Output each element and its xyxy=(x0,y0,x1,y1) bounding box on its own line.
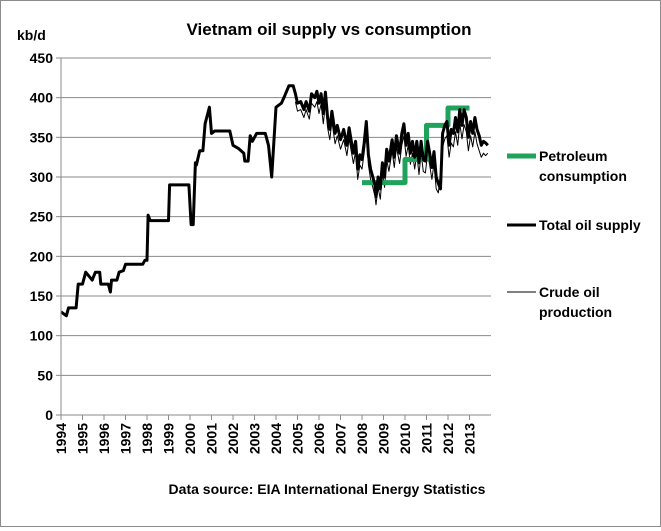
legend-label-1: Total oil supply xyxy=(539,217,641,233)
y-axis-label: kb/d xyxy=(17,27,46,43)
x-tick-label: 1996 xyxy=(96,423,112,454)
x-tick-label: 2008 xyxy=(354,423,370,454)
y-tick-label: 300 xyxy=(30,169,54,185)
y-tick-label: 200 xyxy=(30,248,54,264)
y-tick-label: 100 xyxy=(30,328,54,344)
legend-label-0: Petroleum xyxy=(539,148,607,164)
y-tick-labels: 0 50 100 150 200 250 300 350 400 450 xyxy=(30,50,54,423)
legend: Petroleum consumption Total oil supply Crud… xyxy=(507,148,641,320)
x-tick-label: 2013 xyxy=(462,423,478,454)
axes xyxy=(56,57,491,420)
series-layer xyxy=(60,84,489,318)
legend-label-2: Crude oil xyxy=(539,284,600,300)
x-tick-label: 1994 xyxy=(53,423,69,454)
x-tick-label: 1999 xyxy=(161,423,177,454)
x-tick-label: 1995 xyxy=(75,423,91,454)
x-tick-label: 2009 xyxy=(376,423,392,454)
y-tick-label: 450 xyxy=(30,50,54,66)
x-tick-label: 2006 xyxy=(311,423,327,454)
x-tick-label: 2007 xyxy=(333,423,349,454)
x-tick-label: 1998 xyxy=(139,423,155,454)
x-tick-label: 2005 xyxy=(290,423,306,454)
y-tick-label: 350 xyxy=(30,129,54,145)
y-tick-label: 150 xyxy=(30,288,54,304)
chart-title: Vietnam oil supply vs consumption xyxy=(187,20,472,39)
source-note: Data source: EIA International Energy St… xyxy=(169,481,486,497)
series-line-1 xyxy=(60,84,489,318)
legend-label-0-line2: consumption xyxy=(539,168,627,184)
x-tick-label: 2002 xyxy=(225,423,241,454)
x-tick-label: 2012 xyxy=(440,423,456,454)
x-tick-label: 2010 xyxy=(397,423,413,454)
x-tick-label: 2001 xyxy=(204,423,220,454)
x-tick-label: 2000 xyxy=(182,423,198,454)
y-tick-label: 0 xyxy=(45,407,53,423)
y-tick-label: 250 xyxy=(30,209,54,225)
x-tick-labels: 1994 1995 1996 1997 1998 1999 2000 2001 2002 2003… xyxy=(53,423,478,454)
y-tick-label: 50 xyxy=(37,367,53,383)
legend-label-2-line2: production xyxy=(539,304,612,320)
x-tick-label: 1997 xyxy=(118,423,134,454)
x-tick-label: 2004 xyxy=(268,423,284,454)
y-tick-label: 400 xyxy=(30,90,54,106)
gridlines xyxy=(61,57,491,376)
x-tick-label: 2003 xyxy=(247,423,263,454)
x-tick-label: 2011 xyxy=(419,423,435,454)
